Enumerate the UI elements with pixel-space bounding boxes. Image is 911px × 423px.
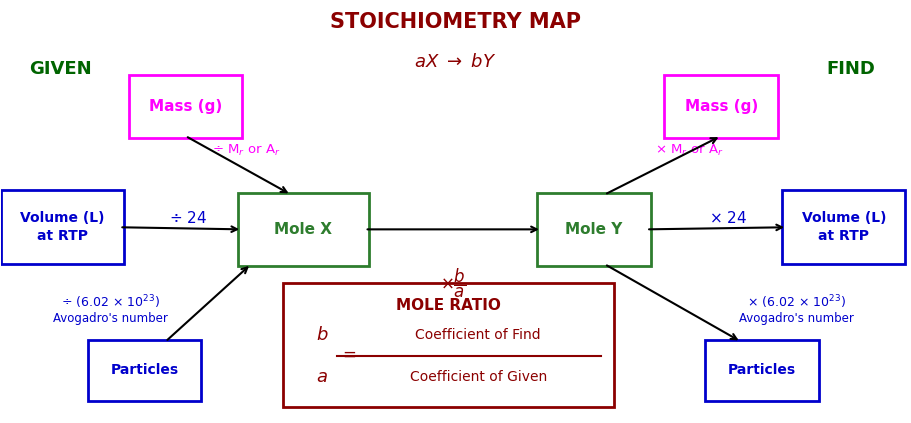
Text: $\div$ (6.02 $\times$ 10$^{23}$): $\div$ (6.02 $\times$ 10$^{23}$) bbox=[61, 293, 159, 310]
Text: MOLE RATIO: MOLE RATIO bbox=[396, 298, 501, 313]
Text: Volume (L)
at RTP: Volume (L) at RTP bbox=[20, 211, 105, 244]
FancyBboxPatch shape bbox=[705, 340, 819, 401]
FancyBboxPatch shape bbox=[283, 283, 614, 407]
Text: FIND: FIND bbox=[826, 60, 875, 78]
Text: Volume (L)
at RTP: Volume (L) at RTP bbox=[802, 211, 886, 244]
FancyBboxPatch shape bbox=[783, 190, 905, 264]
Text: Mass (g): Mass (g) bbox=[684, 99, 758, 114]
Text: Particles: Particles bbox=[728, 363, 796, 377]
Text: $\times$ 24: $\times$ 24 bbox=[709, 210, 747, 226]
Text: $\div$ M$_r$ or A$_r$: $\div$ M$_r$ or A$_r$ bbox=[212, 143, 281, 158]
FancyBboxPatch shape bbox=[2, 190, 124, 264]
FancyBboxPatch shape bbox=[87, 340, 201, 401]
Text: Mole Y: Mole Y bbox=[566, 222, 623, 237]
Text: $\times$ M$_r$ or A$_r$: $\times$ M$_r$ or A$_r$ bbox=[655, 143, 723, 158]
FancyBboxPatch shape bbox=[664, 75, 778, 138]
Text: STOICHIOMETRY MAP: STOICHIOMETRY MAP bbox=[330, 12, 581, 32]
Text: $\div$ 24: $\div$ 24 bbox=[169, 210, 207, 226]
FancyBboxPatch shape bbox=[128, 75, 242, 138]
Text: Mole X: Mole X bbox=[274, 222, 333, 237]
Text: GIVEN: GIVEN bbox=[29, 60, 92, 78]
Text: $b$: $b$ bbox=[316, 326, 328, 343]
Text: Avogadro's number: Avogadro's number bbox=[53, 312, 168, 325]
Text: Coefficient of Given: Coefficient of Given bbox=[410, 370, 547, 384]
FancyBboxPatch shape bbox=[537, 192, 650, 266]
Text: Coefficient of Find: Coefficient of Find bbox=[415, 328, 541, 342]
Text: Avogadro's number: Avogadro's number bbox=[739, 312, 854, 325]
Text: $a$X $\rightarrow$ $b$Y: $a$X $\rightarrow$ $b$Y bbox=[415, 53, 496, 71]
Text: =: = bbox=[343, 346, 356, 364]
Text: $\times$ (6.02 $\times$ 10$^{23}$): $\times$ (6.02 $\times$ 10$^{23}$) bbox=[747, 293, 845, 310]
Text: $a$: $a$ bbox=[316, 368, 328, 386]
Text: Particles: Particles bbox=[110, 363, 179, 377]
Text: $\times\dfrac{b}{a}$: $\times\dfrac{b}{a}$ bbox=[440, 267, 466, 300]
Text: Mass (g): Mass (g) bbox=[148, 99, 222, 114]
FancyBboxPatch shape bbox=[238, 192, 369, 266]
